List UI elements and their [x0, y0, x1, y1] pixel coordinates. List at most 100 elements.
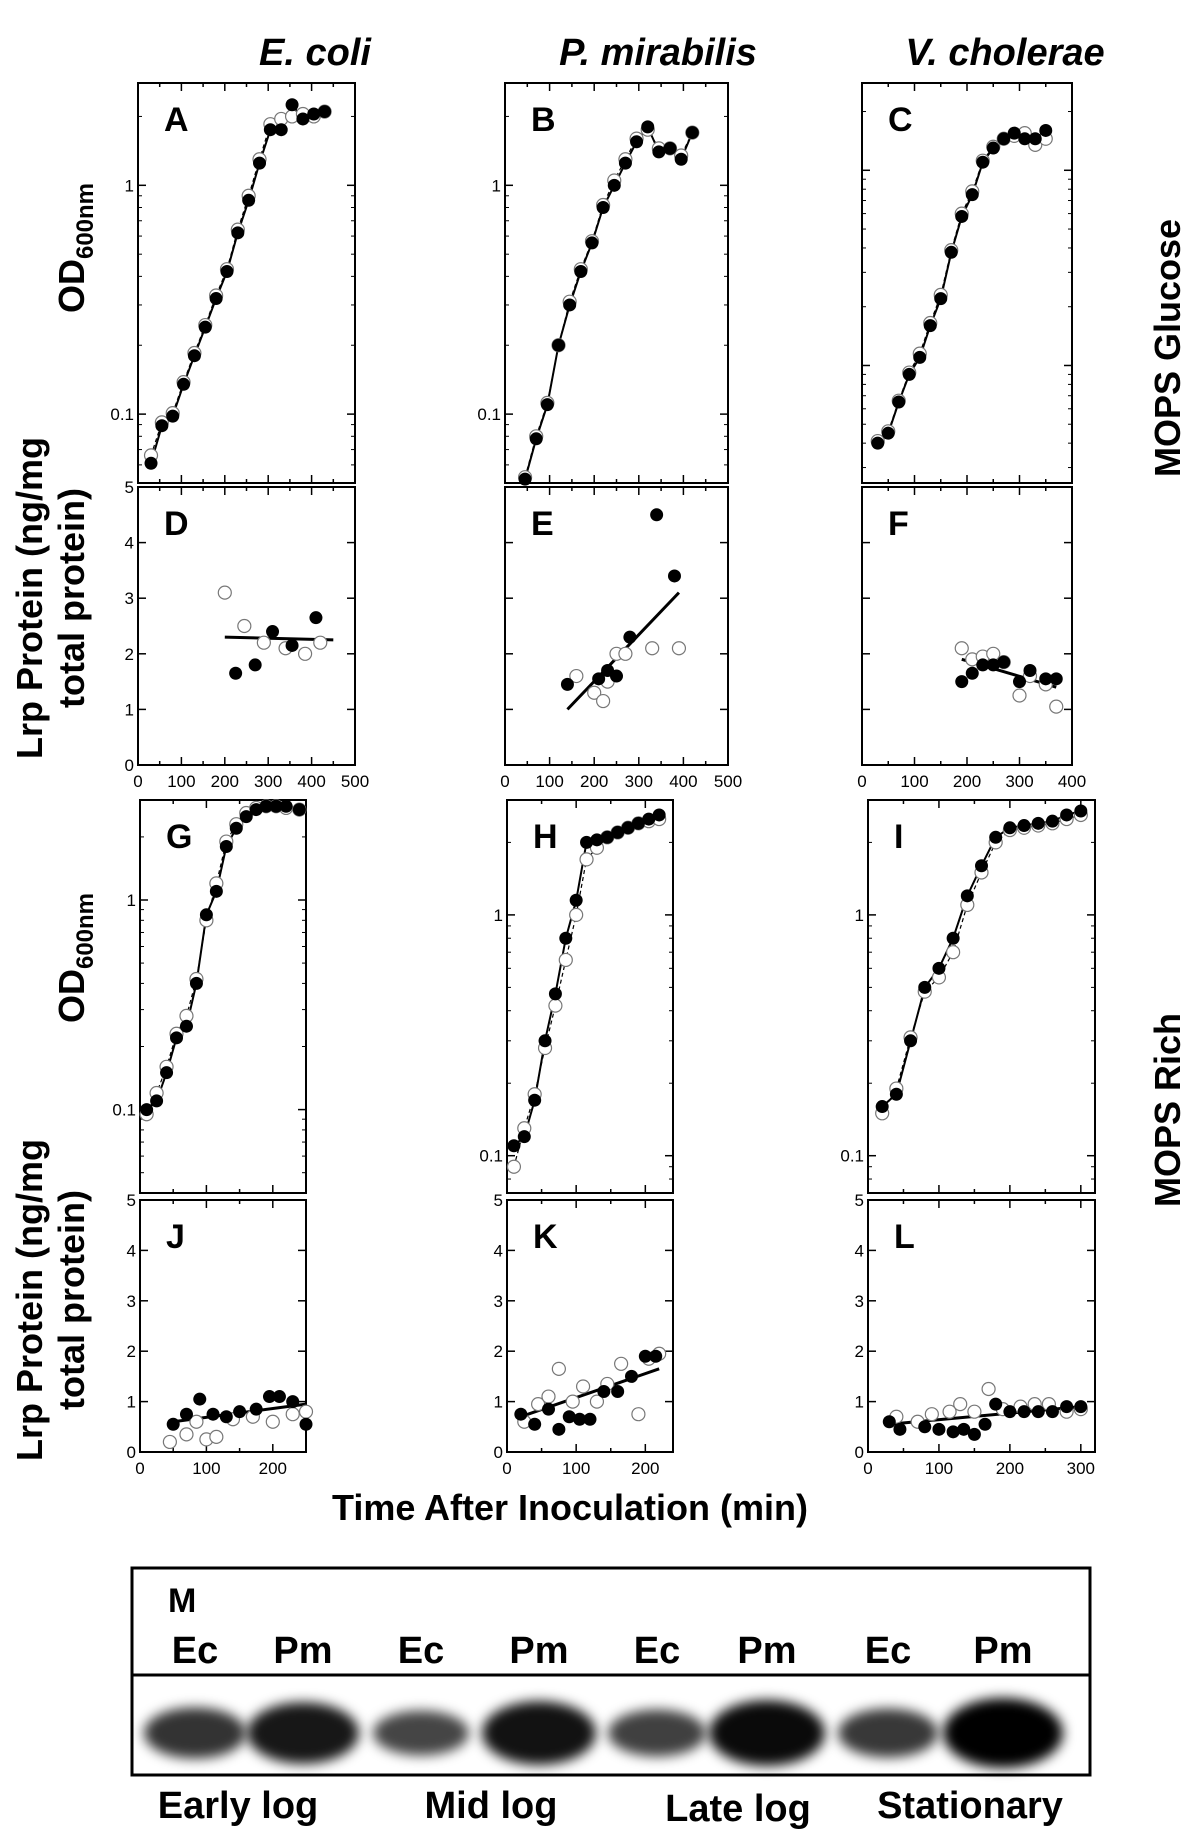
- data-point-filled: [580, 835, 594, 849]
- data-point-filled: [562, 1410, 576, 1424]
- data-point-open: [179, 1427, 194, 1442]
- data-point-open: [541, 1389, 556, 1404]
- blot-band: [943, 1698, 1063, 1768]
- x-tick-label: 200: [259, 1459, 287, 1478]
- data-point-filled: [967, 1427, 981, 1441]
- data-point-filled: [170, 1031, 184, 1045]
- x-tick-label: 200: [996, 1459, 1024, 1478]
- data-point-filled: [631, 816, 645, 830]
- x-tick-label: 100: [562, 1459, 590, 1478]
- data-point-open: [565, 1394, 580, 1409]
- data-point-filled: [248, 658, 262, 672]
- data-point-filled: [1017, 1405, 1031, 1419]
- y-tick-label: 2: [494, 1342, 503, 1361]
- blot-band: [373, 1710, 469, 1756]
- data-point-filled: [1028, 132, 1042, 146]
- data-point-filled: [1060, 1400, 1074, 1414]
- data-point-open: [967, 1404, 982, 1419]
- x-tick-label: 400: [297, 772, 325, 791]
- panel-h: H 0.1 1: [479, 799, 674, 1194]
- data-point-filled: [299, 1417, 313, 1431]
- lane-label: Pm: [973, 1630, 1032, 1672]
- data-point-filled: [957, 1422, 971, 1436]
- panel-letter: E: [531, 505, 554, 543]
- data-point-filled: [220, 265, 234, 279]
- x-tick-label: 0: [863, 1459, 872, 1478]
- y-tick-label: 1: [492, 176, 501, 195]
- panel-f: F 0 100 200 300 400: [857, 486, 1086, 791]
- data-point-filled: [166, 409, 180, 423]
- column-title-p-mirabilis: P. mirabilis: [559, 32, 757, 74]
- y-tick-label: 5: [127, 1191, 136, 1210]
- y-tick-label: 0: [855, 1443, 864, 1462]
- y-label-lrp-bottom-line1: Lrp Protein (ng/mg: [9, 1139, 50, 1461]
- panel-b: B 0.1 1: [477, 82, 729, 486]
- series-line-open: [877, 132, 1047, 442]
- blot-band: [247, 1702, 359, 1764]
- y-tick-label: 0: [494, 1443, 503, 1462]
- data-point-open: [569, 668, 584, 684]
- y-tick-label: 0.1: [477, 405, 501, 424]
- x-tick-label: 400: [669, 772, 697, 791]
- y-tick-label: 3: [855, 1292, 864, 1311]
- data-point-filled: [663, 141, 677, 155]
- data-point-filled: [1074, 804, 1088, 818]
- panel-c: C: [861, 82, 1073, 484]
- data-point-open: [981, 1381, 996, 1397]
- data-point-open: [189, 1414, 204, 1429]
- data-point-filled: [986, 658, 1000, 672]
- y-tick-label: 4: [494, 1241, 503, 1260]
- data-point-filled: [989, 1397, 1003, 1411]
- y-tick-label: 5: [494, 1191, 503, 1210]
- plot-frame: [504, 82, 729, 484]
- x-tick-label: 200: [211, 772, 239, 791]
- data-point-open: [942, 1404, 957, 1419]
- x-tick-label: 100: [925, 1459, 953, 1478]
- y-label-lrp-top-line2: total protein): [51, 488, 92, 708]
- data-point-filled: [272, 1390, 286, 1404]
- data-point-open: [313, 635, 328, 650]
- data-point-filled: [892, 395, 906, 409]
- x-tick-label: 100: [900, 772, 928, 791]
- western-blot: M Ec Pm Ec Pm Ec Pm Ec Pm Early log Mid …: [130, 1566, 1092, 1830]
- data-point-filled: [638, 1349, 652, 1363]
- data-point-filled: [528, 1093, 542, 1107]
- data-point-open: [298, 1404, 314, 1419]
- data-point-filled: [548, 987, 562, 1001]
- data-point-filled: [150, 1094, 164, 1108]
- plot-frame: [506, 799, 674, 1194]
- od-sub-text: 600nm: [72, 893, 99, 969]
- data-point-filled: [649, 1349, 663, 1363]
- data-point-filled: [279, 799, 293, 813]
- lane-label: Pm: [737, 1630, 796, 1672]
- x-tick-label: 0: [502, 1459, 511, 1478]
- data-point-filled: [209, 884, 223, 898]
- od-main-text: OD: [51, 259, 92, 313]
- panel-j: J 0 1 2 3 4 5 0 100 200: [127, 1191, 314, 1478]
- data-point-filled: [590, 833, 604, 847]
- lane-label: Ec: [865, 1630, 911, 1672]
- plot-frame: [506, 1199, 674, 1453]
- y-tick-label: 2: [127, 1342, 136, 1361]
- data-point-filled: [233, 1405, 247, 1419]
- data-point-filled: [1003, 821, 1017, 835]
- data-point-filled: [607, 178, 621, 192]
- y-tick-label: 1: [494, 1393, 503, 1412]
- panel-letter: I: [894, 818, 903, 856]
- data-point-filled: [1045, 814, 1059, 828]
- data-point-filled: [262, 1390, 276, 1404]
- stage-label-late-log: Late log: [665, 1788, 811, 1830]
- data-point-open: [924, 1407, 939, 1422]
- x-tick-label: 200: [580, 772, 608, 791]
- data-point-filled: [652, 808, 666, 822]
- blot-band: [709, 1700, 825, 1766]
- panel-letter: L: [894, 1218, 915, 1256]
- y-tick-label: 4: [127, 1241, 136, 1260]
- panel-k: K 0 1 2 3 4 5 0 100 200: [494, 1191, 674, 1478]
- data-point-filled: [642, 812, 656, 826]
- data-point-filled: [189, 976, 203, 990]
- data-point-open: [596, 693, 611, 709]
- x-tick-label: 300: [1005, 772, 1033, 791]
- data-point-filled: [918, 980, 932, 994]
